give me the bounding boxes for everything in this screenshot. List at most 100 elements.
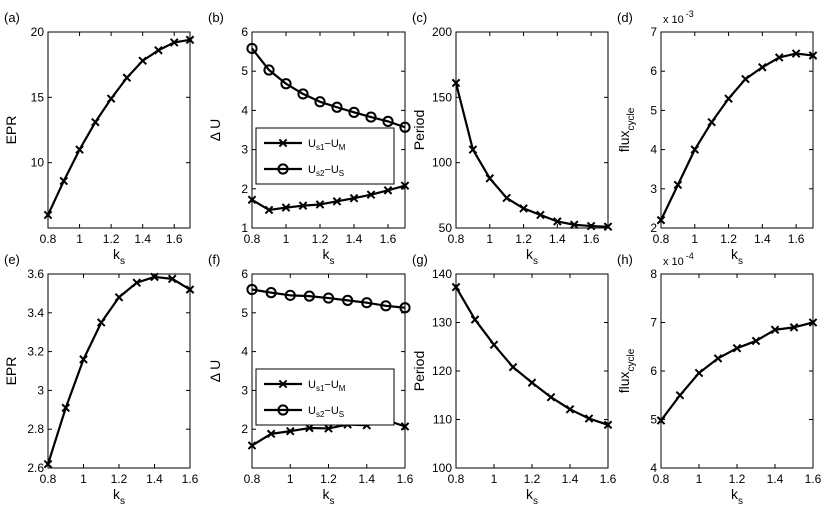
x-tick-label: 1.4 xyxy=(146,472,163,486)
legend-marker xyxy=(277,404,289,416)
y-tick-label: 5 xyxy=(650,413,657,427)
x-axis-label: ks xyxy=(323,246,335,267)
y-tick-label: 140 xyxy=(432,267,452,281)
y-tick-label: 120 xyxy=(432,364,452,378)
data-point xyxy=(808,51,818,60)
data-point xyxy=(758,62,767,72)
data-point xyxy=(361,297,373,309)
axes-frame xyxy=(251,31,406,229)
y-axis-label: Δ U xyxy=(207,119,223,142)
legend-label: Us2−US xyxy=(308,405,344,419)
y-tick-label: 4 xyxy=(650,461,657,475)
x-tick-label: 1.2 xyxy=(320,472,337,486)
data-point xyxy=(399,302,411,314)
x-tick-label: 1.4 xyxy=(549,232,566,246)
axes-frame xyxy=(455,273,609,469)
x-axis-label: ks xyxy=(323,486,335,507)
x-tick-label: 0.8 xyxy=(40,472,57,486)
data-point xyxy=(751,336,761,346)
data-point xyxy=(265,287,277,299)
data-point xyxy=(565,405,575,414)
data-point xyxy=(75,145,84,154)
y-tick-label: 150 xyxy=(432,90,452,104)
panel-label: (e) xyxy=(4,252,20,267)
y-tick-label: 5 xyxy=(241,306,248,320)
panel-label: (a) xyxy=(4,10,20,25)
data-point xyxy=(365,111,377,123)
data-point xyxy=(43,459,53,469)
x-tick-label: 1 xyxy=(486,232,493,246)
x-tick-label: 1.2 xyxy=(515,232,532,246)
data-point xyxy=(324,424,333,433)
data-point xyxy=(451,78,461,88)
data-point xyxy=(656,416,666,425)
data-point xyxy=(331,101,343,113)
data-point xyxy=(400,181,410,190)
series-line xyxy=(660,52,814,221)
x-tick-label: 0.8 xyxy=(244,472,261,486)
data-point xyxy=(468,145,478,154)
x-tick-label: 1.6 xyxy=(600,472,617,486)
legend-label: Us1−UM xyxy=(308,138,346,152)
data-point xyxy=(603,222,613,232)
axes-frame xyxy=(47,31,191,229)
y-tick-label: 2.6 xyxy=(27,461,44,475)
series-line xyxy=(455,286,609,426)
panel-label: (b) xyxy=(208,10,224,25)
data-point xyxy=(79,355,88,364)
data-point xyxy=(169,38,179,47)
data-point xyxy=(280,78,292,90)
legend-label: Us2−US xyxy=(308,164,344,178)
data-point xyxy=(400,422,410,431)
axes-frame xyxy=(660,31,814,229)
y-axis-label: Δ U xyxy=(207,360,223,383)
data-point xyxy=(297,88,309,100)
data-point xyxy=(43,210,53,220)
x-tick-label: 1.2 xyxy=(312,232,329,246)
data-point xyxy=(724,94,733,103)
x-tick-label: 0.8 xyxy=(448,232,465,246)
y-tick-label: 110 xyxy=(433,413,452,427)
y-tick-label: 4 xyxy=(241,345,248,359)
x-tick-label: 1.2 xyxy=(524,472,541,486)
data-point xyxy=(732,343,742,353)
y-tick-label: 3.2 xyxy=(27,345,44,359)
x-tick-label: 1 xyxy=(287,472,294,486)
data-point xyxy=(770,325,780,335)
x-tick-label: 1.6 xyxy=(788,232,805,246)
data-point xyxy=(470,315,480,324)
x-axis-label: ks xyxy=(731,246,743,267)
data-point xyxy=(284,289,296,301)
data-point xyxy=(673,180,683,190)
data-point xyxy=(519,204,528,213)
x-tick-label: 1 xyxy=(283,232,290,246)
data-point xyxy=(246,42,258,55)
data-point xyxy=(656,215,666,225)
x-tick-label: 1.4 xyxy=(134,232,151,246)
data-point xyxy=(553,217,562,226)
x-tick-label: 1.4 xyxy=(754,232,771,246)
x-tick-label: 1.4 xyxy=(562,472,579,486)
data-point xyxy=(527,378,537,387)
x-axis-label: ks xyxy=(526,246,538,267)
data-point xyxy=(106,94,116,103)
y-tick-label: 4 xyxy=(241,103,248,117)
data-point xyxy=(489,340,499,350)
y-tick-label: 100 xyxy=(432,156,452,170)
y-tick-label: 1 xyxy=(241,221,248,235)
data-point xyxy=(383,186,393,195)
data-point xyxy=(247,195,257,205)
legend-box xyxy=(255,127,395,185)
data-point xyxy=(690,145,700,154)
data-point xyxy=(586,221,596,231)
data-point xyxy=(185,285,195,294)
y-tick-label: 6 xyxy=(241,267,248,281)
data-point xyxy=(584,414,594,423)
x-tick-label: 1 xyxy=(491,472,498,486)
data-point xyxy=(266,429,276,439)
data-point xyxy=(167,274,177,284)
data-point xyxy=(741,74,750,84)
y-axis-label: EPR xyxy=(3,116,19,145)
data-point xyxy=(603,420,613,430)
data-point xyxy=(61,403,71,413)
